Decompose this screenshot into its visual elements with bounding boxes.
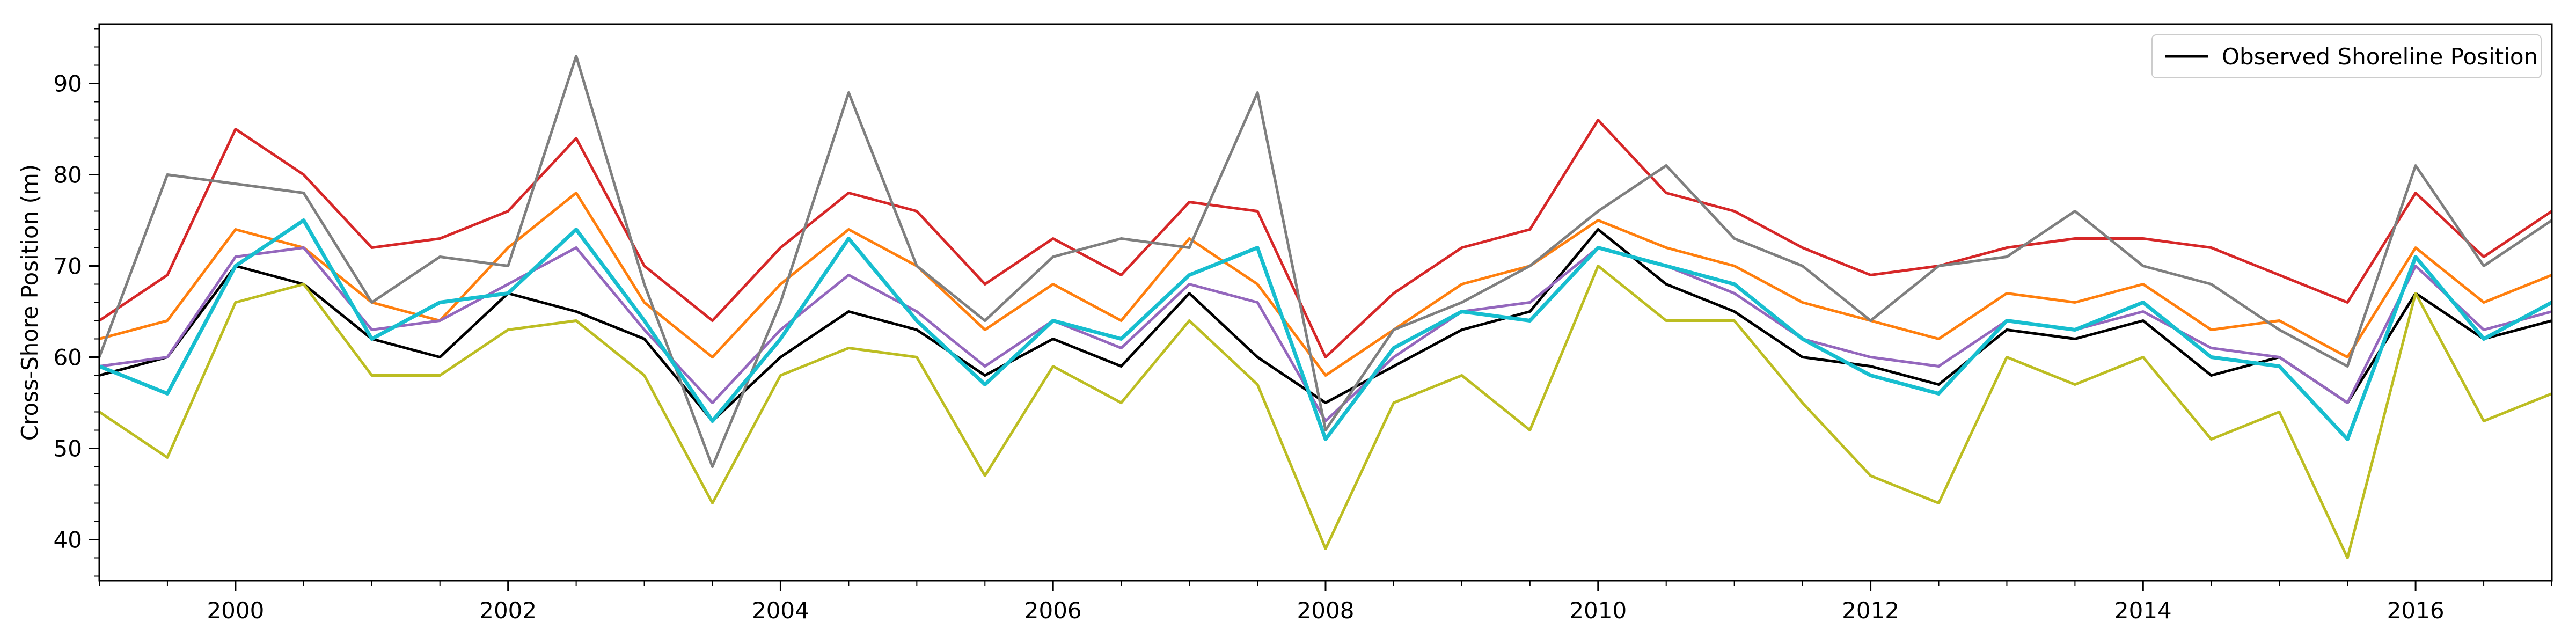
legend-box <box>2151 34 2542 78</box>
x-tick-label: 2012 <box>1842 597 1899 624</box>
series-layer <box>99 55 2552 559</box>
axes-layer: 2000 2002 2004 2006 2008 2010 2012 2014 2016 40 5… <box>17 23 2553 624</box>
series-line-4 <box>99 246 2552 422</box>
x-tick-label: 2010 <box>1569 597 1627 624</box>
legend-label: Observed Shoreline Position <box>2222 43 2538 70</box>
x-tick-label: 2006 <box>1024 597 1082 624</box>
x-tick-label: 2004 <box>752 597 809 624</box>
x-tick-label: 2000 <box>207 597 264 624</box>
x-tick-label: 2008 <box>1297 597 1355 624</box>
series-line-7 <box>99 218 2552 441</box>
x-tick-label: 2002 <box>479 597 537 624</box>
y-tick-label: 60 <box>54 345 82 371</box>
series-line-3 <box>99 119 2552 358</box>
legend: Observed Shoreline Position <box>2151 34 2542 78</box>
series-line-2 <box>99 192 2552 377</box>
x-tick-label: 2016 <box>2387 597 2445 624</box>
y-tick-label: 70 <box>54 253 82 280</box>
plot-frame <box>98 23 2553 582</box>
series-line-5 <box>99 55 2552 468</box>
y-tick-label: 50 <box>54 436 82 462</box>
x-axis: 2000 2002 2004 2006 2008 2010 2012 2014 2016 <box>99 581 2552 624</box>
y-axis: 40 50 60 70 80 90 <box>54 28 99 577</box>
y-tick-label: 90 <box>54 71 82 97</box>
y-axis-label: Cross-Shore Position (m) <box>17 164 43 441</box>
y-tick-label: 40 <box>54 527 82 553</box>
series-line-6 <box>99 265 2552 559</box>
series-line-observed <box>99 228 2552 422</box>
x-tick-label: 2014 <box>2114 597 2172 624</box>
y-tick-label: 80 <box>54 162 82 188</box>
